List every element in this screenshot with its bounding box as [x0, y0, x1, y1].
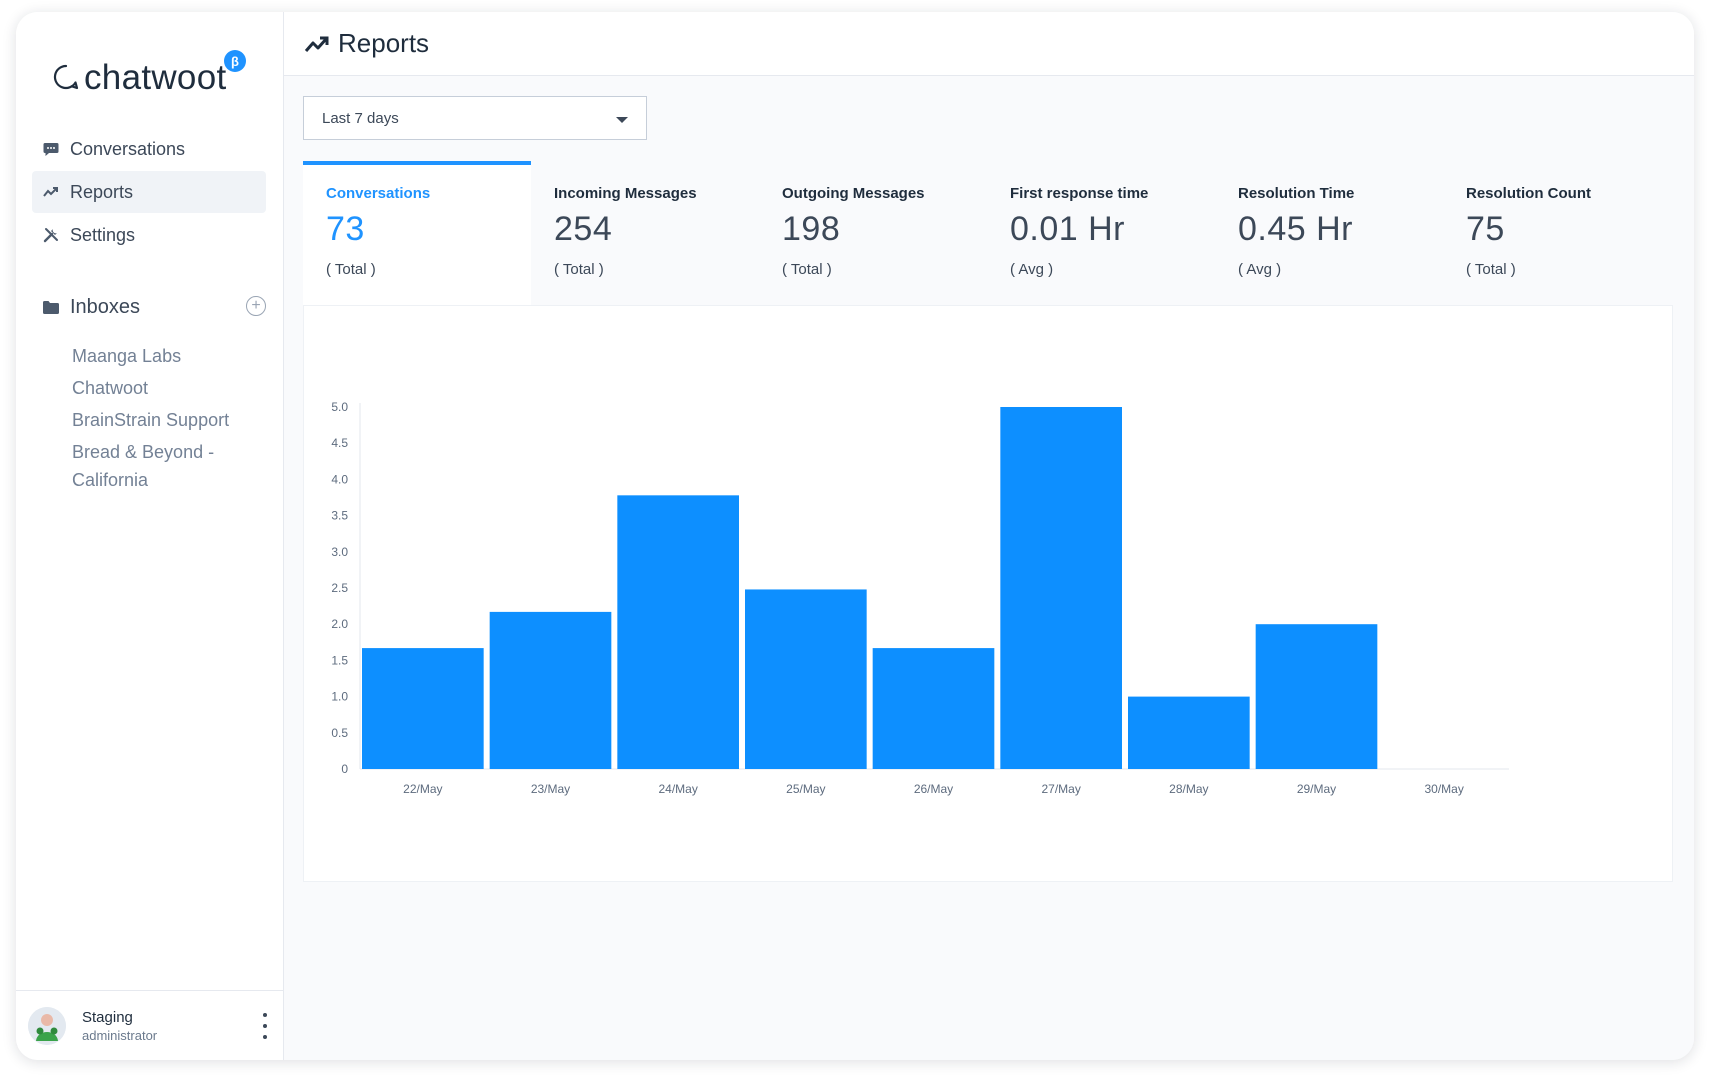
metric-tabs: Conversations 73( Total ) Incoming Message… — [303, 161, 1673, 305]
metric-tab-first-response-time[interactable]: First response time 0.01 Hr ( Avg ) — [987, 161, 1215, 305]
bar-27-may — [1000, 407, 1122, 769]
tools-icon — [42, 226, 60, 244]
metric-label: First response time — [1010, 185, 1149, 202]
metric-label: Conversations — [326, 185, 431, 202]
metric-desc: ( Total ) — [782, 261, 832, 278]
bar-22-may — [362, 648, 484, 769]
folder-icon — [42, 299, 60, 317]
metric-value: 198 — [782, 210, 841, 248]
metric-desc: ( Avg ) — [1010, 261, 1054, 278]
nav-item-conversations[interactable]: Conversations — [32, 128, 266, 170]
inbox-item[interactable]: Bread & Beyond - California — [72, 442, 215, 490]
trend-line-icon — [304, 36, 329, 52]
y-tick-label: 1.5 — [331, 653, 348, 667]
nav-item-reports[interactable]: Reports — [32, 171, 266, 213]
inbox-item[interactable]: Maanga Labs — [72, 346, 182, 366]
y-tick-label: 3.0 — [331, 545, 348, 559]
metric-value: 0.45 Hr — [1238, 210, 1353, 248]
trend-line-icon — [42, 183, 60, 201]
date-range-select[interactable]: Last 7 days — [303, 96, 647, 140]
avatar — [28, 1006, 66, 1045]
x-tick-label: 30/May — [1424, 782, 1463, 796]
x-tick-label: 24/May — [658, 782, 697, 796]
add-inbox-icon[interactable]: + — [246, 296, 266, 316]
metric-desc: ( Total ) — [554, 261, 604, 278]
metric-tab-resolution-time[interactable]: Resolution Time 0.45 Hr ( Avg ) — [1215, 161, 1443, 305]
metric-desc: ( Total ) — [1466, 261, 1516, 278]
bar-26-may — [872, 648, 995, 769]
bar-28-may — [1128, 696, 1250, 769]
inbox-item[interactable]: BrainStrain Support — [72, 410, 230, 430]
profile-role: administrator — [82, 1027, 158, 1043]
metric-tab-outgoing-messages[interactable]: Outgoing Messages 198 ( Total ) — [759, 161, 987, 305]
bar-23-may — [489, 611, 612, 769]
main-content: Reports Last 7 days Conversations 73 ( Tot… — [284, 12, 1694, 1060]
inbox-list: Maanga Labs Chatwoot BrainStrain Support… — [72, 342, 262, 498]
metric-label: Incoming Messages — [554, 185, 697, 202]
metric-desc: ( Avg ) — [1238, 261, 1282, 278]
x-tick-label: 25/May — [786, 782, 825, 796]
bar-29-may — [1255, 624, 1378, 769]
x-tick-label: 23/May — [531, 782, 570, 796]
report-chart: 0 0.5 1.0 1.5 2.0 2.5 3.0 3.5 4.0 4.5 5.0 22/May 23/… — [303, 305, 1673, 882]
bar-25-may — [745, 589, 867, 769]
chat-bubble-icon — [42, 140, 60, 158]
x-tick-label: 22/May — [403, 782, 442, 796]
metric-value: 75 — [1466, 210, 1505, 248]
date-range-value: Last 7 days — [322, 109, 399, 127]
inbox-item[interactable]: Chatwoot — [72, 378, 149, 398]
x-tick-label: 26/May — [914, 782, 953, 796]
chatwoot-logo[interactable]: chatwoot — [52, 58, 227, 98]
metric-tab-resolution-count[interactable]: Resolution Count 75 ( Total ) — [1443, 161, 1671, 305]
profile-name: Staging — [82, 1008, 133, 1026]
y-tick-label: 0 — [341, 762, 348, 776]
inboxes-label: Inboxes — [70, 296, 141, 318]
inboxes-header: Inboxes + — [42, 296, 266, 319]
y-tick-label: 4.5 — [331, 436, 348, 450]
main-nav: Conversations Reports Settings — [32, 128, 266, 257]
user-profile[interactable]: Staging administrator — [16, 990, 284, 1060]
more-options-icon[interactable] — [262, 1013, 268, 1039]
page-header: Reports — [284, 12, 1694, 76]
profile-text: Staging administrator — [82, 1009, 157, 1043]
app-window: chatwoot β Conversations Reports Settin — [16, 12, 1694, 1060]
y-tick-label: 0.5 — [331, 726, 348, 740]
y-tick-label: 1.0 — [331, 690, 348, 704]
nav-label-reports: Reports — [70, 181, 134, 202]
page-title: Reports — [338, 28, 430, 58]
chevron-down-icon — [616, 117, 628, 123]
metric-value: 73 — [326, 210, 365, 248]
x-tick-label: 27/May — [1041, 782, 1080, 796]
bar-24-may — [617, 495, 739, 769]
metric-value: 254 — [554, 210, 613, 248]
beta-badge: β — [224, 50, 246, 72]
bar-chart: 0 0.5 1.0 1.5 2.0 2.5 3.0 3.5 4.0 4.5 5.0 22/May 23/… — [331, 400, 1509, 796]
y-tick-label: 2.0 — [331, 617, 348, 631]
sidebar: chatwoot β Conversations Reports Settin — [16, 12, 284, 1060]
y-tick-label: 4.0 — [331, 472, 348, 486]
metric-label: Resolution Time — [1238, 185, 1355, 202]
metric-label: Resolution Count — [1466, 185, 1591, 202]
y-tick-label: 5.0 — [331, 400, 348, 414]
nav-item-settings[interactable]: Settings — [32, 214, 266, 256]
metric-desc: ( Total ) — [326, 261, 376, 278]
metric-tab-incoming-messages[interactable]: Incoming Messages 254 ( Total ) — [531, 161, 759, 305]
nav-label-conversations: Conversations — [70, 138, 186, 159]
y-tick-label: 3.5 — [331, 509, 348, 523]
metric-label: Outgoing Messages — [782, 185, 925, 202]
x-tick-label: 29/May — [1297, 782, 1336, 796]
metric-value: 0.01 Hr — [1010, 210, 1125, 248]
x-tick-label: 28/May — [1169, 782, 1208, 796]
metric-tab-conversations[interactable]: Conversations 73 ( Total ) — [303, 161, 531, 305]
nav-label-settings: Settings — [70, 224, 136, 245]
chat-bubble-logo-icon — [53, 64, 79, 90]
y-tick-label: 2.5 — [331, 581, 348, 595]
logo-text: chatwoot — [84, 58, 227, 97]
